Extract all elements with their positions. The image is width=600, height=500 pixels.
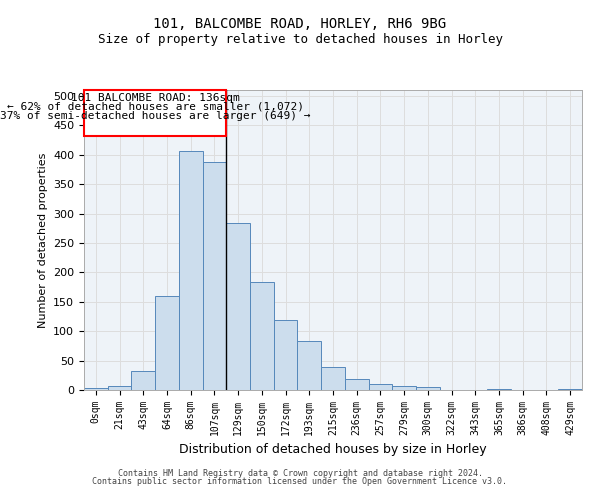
Bar bbox=[392, 386, 416, 390]
Bar bbox=[368, 384, 392, 390]
Bar bbox=[155, 296, 179, 390]
Bar bbox=[84, 388, 108, 390]
Bar bbox=[321, 367, 345, 390]
Bar bbox=[558, 389, 582, 390]
X-axis label: Distribution of detached houses by size in Horley: Distribution of detached houses by size … bbox=[179, 444, 487, 456]
Bar bbox=[416, 387, 440, 390]
Bar bbox=[108, 386, 131, 390]
Bar bbox=[226, 223, 250, 390]
Bar bbox=[179, 151, 203, 390]
Text: 101, BALCOMBE ROAD, HORLEY, RH6 9BG: 101, BALCOMBE ROAD, HORLEY, RH6 9BG bbox=[154, 18, 446, 32]
Bar bbox=[250, 282, 274, 390]
Bar bbox=[298, 340, 321, 390]
Bar bbox=[131, 370, 155, 390]
Text: ← 62% of detached houses are smaller (1,072): ← 62% of detached houses are smaller (1,… bbox=[7, 102, 304, 112]
Y-axis label: Number of detached properties: Number of detached properties bbox=[38, 152, 47, 328]
Text: Contains HM Land Registry data © Crown copyright and database right 2024.: Contains HM Land Registry data © Crown c… bbox=[118, 468, 482, 477]
Bar bbox=[84, 90, 226, 136]
Bar bbox=[345, 380, 368, 390]
Bar bbox=[203, 162, 226, 390]
Bar bbox=[274, 320, 298, 390]
Text: 101 BALCOMBE ROAD: 136sqm: 101 BALCOMBE ROAD: 136sqm bbox=[71, 93, 239, 103]
Text: 37% of semi-detached houses are larger (649) →: 37% of semi-detached houses are larger (… bbox=[0, 111, 310, 121]
Text: Contains public sector information licensed under the Open Government Licence v3: Contains public sector information licen… bbox=[92, 477, 508, 486]
Bar bbox=[487, 389, 511, 390]
Text: Size of property relative to detached houses in Horley: Size of property relative to detached ho… bbox=[97, 32, 503, 46]
